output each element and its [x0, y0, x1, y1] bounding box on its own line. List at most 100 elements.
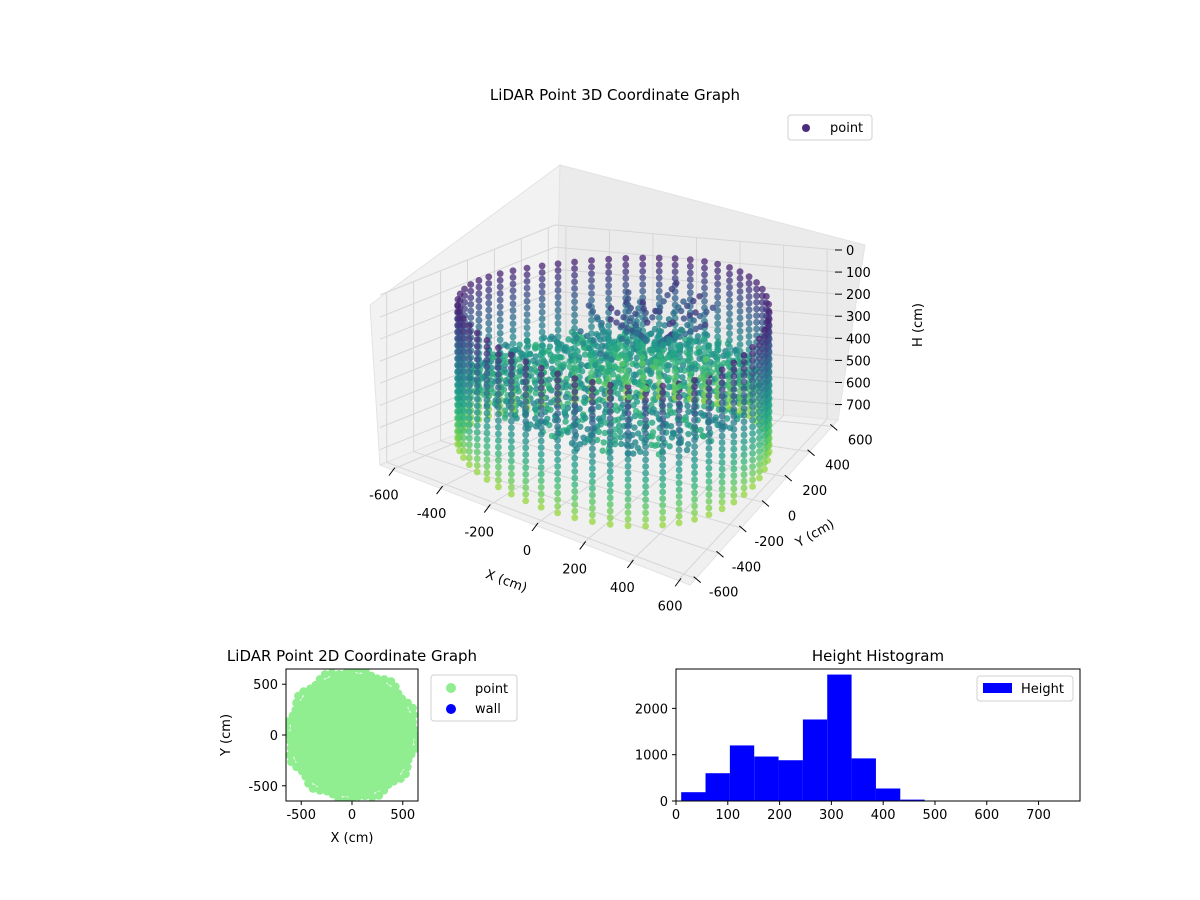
point-marker: [538, 282, 546, 290]
point-marker: [659, 402, 667, 410]
point-marker: [537, 371, 545, 379]
point-marker: [655, 294, 663, 302]
point-marker: [537, 397, 545, 405]
z-tick-label: 0: [846, 244, 854, 259]
point-marker: [714, 346, 722, 354]
point-marker: [522, 358, 530, 366]
point-marker: [571, 501, 579, 508]
point-marker: [609, 371, 617, 378]
point-marker: [483, 456, 491, 463]
point-marker: [671, 367, 679, 375]
point-marker: [473, 422, 481, 430]
point-marker: [554, 502, 562, 510]
y-tick-label: -400: [732, 560, 762, 575]
point-marker: [467, 314, 475, 321]
point-marker: [745, 293, 753, 300]
point-marker: [714, 280, 722, 288]
point-marker: [554, 320, 562, 327]
point-marker: [745, 326, 753, 334]
point-marker: [475, 283, 483, 291]
point-marker: [756, 348, 763, 356]
point-marker: [483, 336, 491, 344]
point-marker: [588, 257, 595, 264]
point-marker: [606, 514, 614, 522]
point-marker: [697, 426, 704, 434]
point-marker: [726, 336, 733, 344]
grid-line: [379, 312, 839, 384]
point-marker: [686, 355, 694, 363]
point-marker: [606, 467, 614, 475]
point-marker: [537, 404, 545, 412]
point-marker: [460, 427, 467, 435]
point-marker: [483, 423, 491, 430]
point-marker: [670, 310, 677, 317]
point-marker: [740, 418, 748, 426]
point-marker: [522, 371, 530, 379]
point-marker: [588, 316, 595, 324]
point-marker: [554, 326, 562, 334]
point-marker: [670, 336, 678, 343]
point-marker: [588, 283, 595, 291]
point-marker: [683, 446, 691, 454]
point-marker: [599, 447, 606, 454]
point-marker: [624, 482, 632, 490]
point-marker: [531, 405, 539, 413]
y-tick-label: 2000: [635, 702, 668, 717]
point-marker: [639, 299, 646, 306]
point-marker: [714, 260, 722, 268]
point-marker: [756, 401, 763, 409]
point-marker: [516, 341, 523, 348]
point-marker: [507, 424, 515, 432]
point-marker: [554, 456, 562, 464]
point-marker: [756, 474, 763, 482]
point-marker: [705, 458, 713, 466]
point-marker: [473, 428, 481, 436]
point-marker: [475, 323, 483, 331]
point-marker: [507, 351, 515, 359]
point-marker: [523, 304, 531, 312]
point-marker: [659, 422, 667, 430]
point-marker: [675, 426, 683, 434]
point-marker: [624, 429, 632, 437]
point-marker: [633, 329, 641, 337]
point-marker: [554, 410, 562, 417]
point-marker: [408, 703, 417, 713]
point-marker: [730, 465, 738, 473]
point-marker: [730, 478, 738, 486]
point-marker: [483, 396, 491, 404]
point-marker: [367, 792, 377, 801]
point-marker: [548, 365, 556, 372]
point-marker: [659, 442, 667, 450]
point-marker: [537, 444, 545, 452]
point-marker: [473, 342, 481, 350]
point-marker: [577, 423, 584, 430]
point-marker: [409, 710, 418, 720]
point-marker: [749, 430, 756, 437]
y-tick-label: -500: [248, 780, 278, 795]
point-marker: [554, 469, 562, 477]
point-marker: [736, 334, 744, 342]
point-marker: [588, 418, 596, 426]
point-marker: [659, 508, 667, 516]
point-marker: [571, 481, 579, 488]
point-marker: [571, 395, 579, 402]
point-marker: [690, 317, 697, 324]
point-marker: [554, 390, 562, 398]
chart-2d-title: LiDAR Point 2D Coordinate Graph: [227, 647, 477, 665]
chart-3d-axes: -600 -400 -200 0 200 400 600 -600 -400 -200 0 200 40…: [369, 244, 873, 614]
x-tick-label: 700: [1026, 808, 1051, 823]
grid-line: [677, 249, 828, 581]
point-marker: [606, 428, 614, 435]
point-marker: [537, 477, 545, 485]
point-marker: [625, 289, 632, 296]
point-marker: [686, 269, 694, 277]
point-marker: [664, 354, 671, 361]
point-marker: [664, 362, 671, 369]
point-marker: [633, 354, 640, 362]
point-marker: [730, 412, 738, 420]
point-marker: [705, 431, 713, 439]
point-marker: [571, 414, 579, 422]
point-marker: [749, 476, 756, 484]
point-marker: [740, 431, 748, 439]
point-marker: [718, 498, 726, 506]
